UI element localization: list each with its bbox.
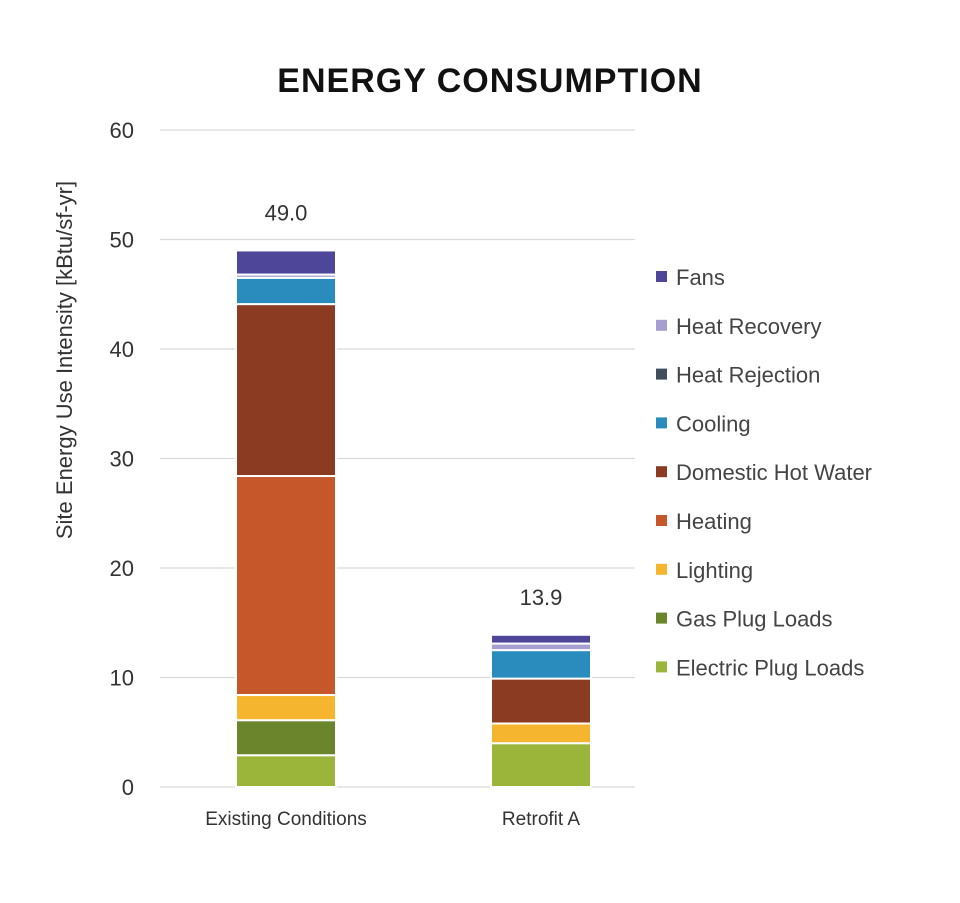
legend-swatch: [656, 319, 667, 331]
legend-label: Cooling: [676, 411, 751, 436]
y-tick-label: 20: [110, 556, 134, 581]
legend-swatch: [656, 466, 667, 478]
y-axis-ticks: 0 10 20 30 40 50 60: [110, 118, 134, 800]
legend-swatch: [656, 417, 667, 429]
legend-swatch: [656, 368, 667, 380]
y-axis-label: Site Energy Use Intensity [kBtu/sf-yr]: [52, 181, 77, 539]
bar-segment-fans: [235, 249, 337, 276]
stacked-bars: [235, 249, 592, 789]
bar-segment-cooling: [490, 649, 592, 680]
legend: Fans Heat Recovery Heat Rejection Cooling Do…: [656, 265, 872, 680]
bar-segment-electric-plug-loads: [235, 754, 337, 788]
bar-segment-fans: [490, 633, 592, 645]
legend-item: Fans: [656, 265, 725, 290]
legend-swatch: [656, 612, 667, 624]
y-tick-label: 40: [110, 337, 134, 362]
bar-segment-domestic-hot-water: [490, 677, 592, 725]
legend-swatch: [656, 271, 667, 282]
legend-swatch: [656, 515, 667, 526]
bar-total-label: 13.9: [520, 585, 563, 610]
legend-label: Fans: [676, 265, 725, 290]
bar-segment-lighting: [490, 722, 592, 745]
bar-segment-gas-plug-loads: [235, 719, 337, 757]
bar-segment-cooling: [235, 276, 337, 306]
total-labels: 49.0 13.9: [265, 200, 563, 609]
legend-swatch: [656, 661, 667, 673]
legend-item: Cooling: [656, 411, 751, 436]
legend-label: Gas Plug Loads: [676, 607, 833, 632]
chart-title: ENERGY CONSUMPTION: [277, 62, 702, 100]
legend-item: Domestic Hot Water: [656, 460, 872, 485]
bar-segment-electric-plug-loads: [490, 742, 592, 789]
x-tick-label: Retrofit A: [502, 809, 580, 830]
legend-label: Electric Plug Loads: [676, 655, 864, 680]
legend-label: Domestic Hot Water: [676, 460, 872, 485]
legend-item: Heating: [656, 509, 752, 534]
legend-label: Heating: [676, 509, 752, 534]
y-tick-label: 0: [122, 775, 134, 800]
legend-swatch: [656, 563, 667, 575]
legend-label: Heat Rejection: [676, 363, 820, 388]
bar-segment-heating: [235, 475, 337, 697]
legend-item: Gas Plug Loads: [656, 607, 833, 632]
legend-label: Lighting: [676, 558, 753, 583]
y-tick-label: 10: [110, 666, 134, 691]
y-tick-label: 50: [110, 228, 134, 253]
bar-total-label: 49.0: [265, 200, 308, 225]
legend-item: Heat Rejection: [656, 363, 820, 388]
legend-item: Lighting: [656, 558, 753, 583]
x-axis-ticks: Existing Conditions Retrofit A: [205, 809, 580, 830]
legend-item: Heat Recovery: [656, 314, 822, 339]
y-tick-label: 30: [110, 447, 134, 472]
x-tick-label: Existing Conditions: [205, 809, 367, 830]
legend-item: Electric Plug Loads: [656, 655, 864, 680]
bar-segment-lighting: [235, 694, 337, 722]
legend-label: Heat Recovery: [676, 314, 822, 339]
y-tick-label: 60: [110, 118, 134, 143]
bar-segment-domestic-hot-water: [235, 303, 337, 478]
